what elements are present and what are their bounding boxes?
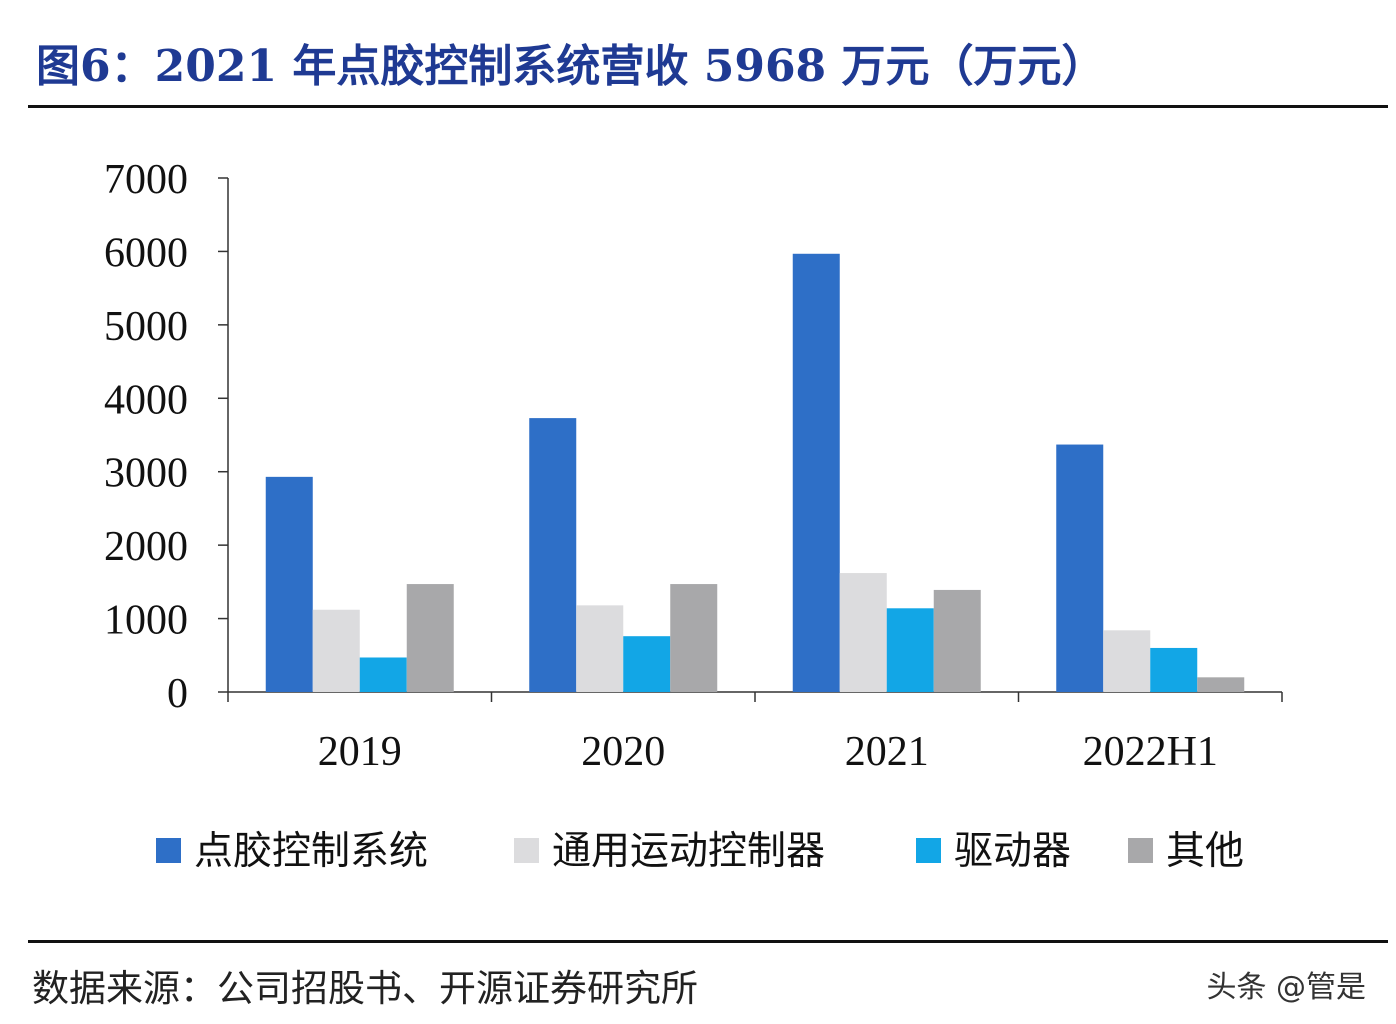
bar-2020-3 — [670, 584, 718, 692]
bars — [265, 253, 1245, 692]
x-tick-label: 2022H1 — [1083, 729, 1218, 775]
y-tick-label: 4000 — [104, 377, 188, 423]
y-axis: 0 1000 2000 3000 4000 5000 6000 7000 — [104, 157, 229, 717]
bar-2022H1-3 — [1197, 677, 1245, 692]
y-tick-label: 2000 — [104, 524, 188, 570]
legend-label: 通用运动控制器 — [552, 829, 825, 874]
bar-2019-1 — [312, 609, 360, 692]
y-tick-label: 1000 — [104, 598, 188, 644]
legend-label: 其他 — [1166, 829, 1244, 874]
source-divider — [28, 940, 1388, 943]
bar-2019-0 — [265, 476, 313, 692]
bar-2019-2 — [359, 657, 407, 692]
x-tick-label: 2021 — [845, 729, 929, 775]
x-axis: 2019 2020 2021 2022H1 — [227, 691, 1283, 775]
y-tick-label: 3000 — [104, 451, 188, 497]
bar-2021-1 — [839, 573, 887, 692]
bar-2022H1-0 — [1056, 444, 1104, 692]
bar-2020-2 — [623, 636, 671, 692]
legend-swatch — [916, 838, 941, 863]
bar-2019-3 — [406, 584, 454, 692]
bar-2021-0 — [792, 253, 840, 692]
legend-label: 点胶控制系统 — [194, 829, 428, 874]
bar-2022H1-2 — [1150, 647, 1198, 692]
bar-2020-0 — [529, 418, 577, 692]
source-note: 数据来源：公司招股书、开源证券研究所 — [32, 967, 698, 1010]
bar-2021-2 — [886, 608, 934, 692]
legend-swatch — [1128, 838, 1153, 863]
bar-2022H1-1 — [1103, 630, 1151, 692]
legend-swatch — [514, 838, 539, 863]
legend: 点胶控制系统 通用运动控制器 驱动器 其他 — [156, 829, 1244, 874]
bar-2020-1 — [576, 605, 624, 692]
y-tick-label: 5000 — [104, 304, 188, 350]
legend-label: 驱动器 — [954, 829, 1071, 874]
chart-title: 图6：2021 年点胶控制系统营收 5968 万元（万元） — [36, 41, 1106, 92]
title-divider — [28, 105, 1388, 108]
legend-swatch — [156, 838, 181, 863]
x-tick-label: 2019 — [318, 729, 402, 775]
y-tick-label: 6000 — [104, 230, 188, 276]
bar-2021-3 — [933, 589, 981, 692]
x-tick-label: 2020 — [581, 729, 665, 775]
watermark-text: 头条 @管是 — [1206, 970, 1366, 1005]
y-tick-label: 0 — [167, 671, 188, 717]
y-tick-label: 7000 — [104, 157, 188, 203]
